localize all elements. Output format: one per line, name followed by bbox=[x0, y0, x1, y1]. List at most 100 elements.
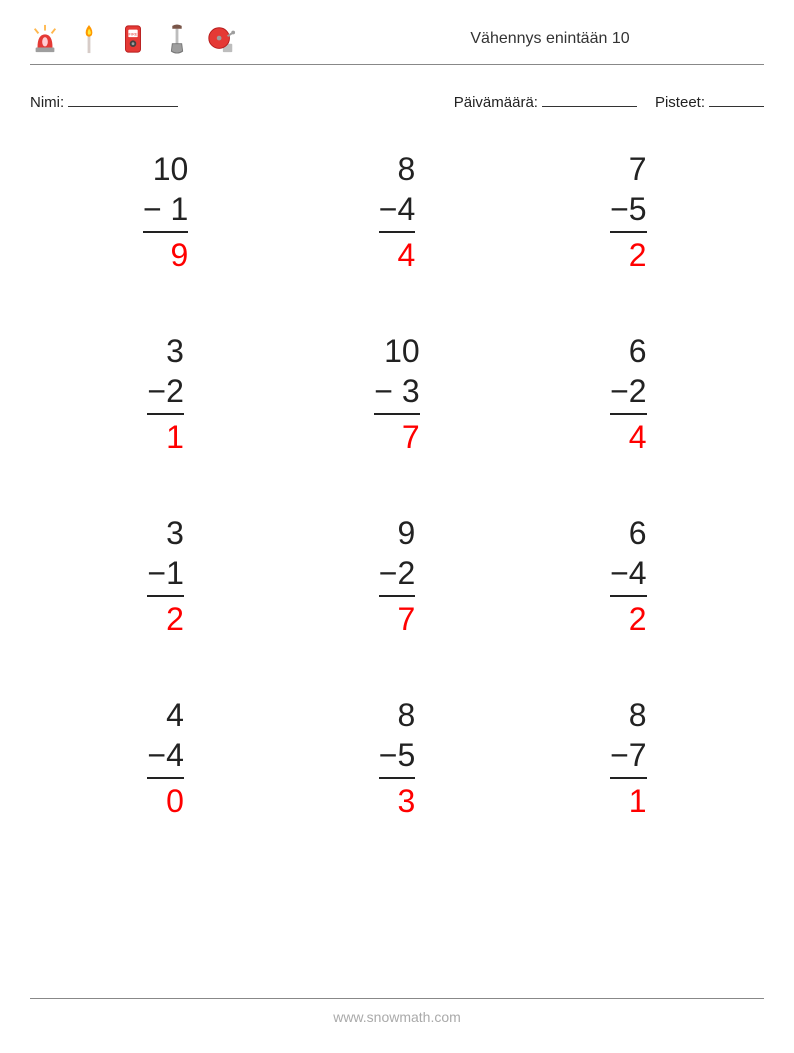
minuend: 6 bbox=[610, 331, 646, 371]
subtrahend-row: −2 bbox=[147, 371, 183, 415]
problem: 4−40 bbox=[70, 695, 261, 821]
problem: 7−52 bbox=[533, 149, 724, 275]
minuend: 8 bbox=[379, 695, 415, 735]
problem-stack: 4−40 bbox=[147, 695, 183, 821]
problem: 10− 19 bbox=[70, 149, 261, 275]
alarm-light-icon bbox=[30, 23, 60, 55]
problem-stack: 8−71 bbox=[610, 695, 646, 821]
fire-alarm-bell-icon bbox=[206, 23, 236, 55]
subtrahend-row: − 1 bbox=[143, 189, 188, 233]
problem: 9−27 bbox=[301, 513, 492, 639]
problem-stack: 10− 19 bbox=[143, 149, 188, 275]
answer: 3 bbox=[379, 779, 415, 821]
subtrahend: 4 bbox=[629, 553, 647, 593]
subtrahend-row: −2 bbox=[379, 553, 415, 597]
subtrahend-row: −2 bbox=[610, 371, 646, 415]
header-rule bbox=[30, 64, 764, 65]
fire-phone-icon: FIRE bbox=[118, 23, 148, 55]
problem-stack: 9−27 bbox=[379, 513, 415, 639]
operator: − bbox=[610, 189, 629, 229]
name-blank[interactable] bbox=[68, 93, 178, 107]
problem-stack: 6−24 bbox=[610, 331, 646, 457]
subtrahend-row: −4 bbox=[147, 735, 183, 779]
subtrahend: 2 bbox=[629, 371, 647, 411]
subtrahend: 5 bbox=[629, 189, 647, 229]
problem-stack: 10− 37 bbox=[374, 331, 419, 457]
minuend: 7 bbox=[610, 149, 646, 189]
minuend: 6 bbox=[610, 513, 646, 553]
subtrahend-row: −5 bbox=[610, 189, 646, 233]
shovel-icon bbox=[162, 23, 192, 55]
answer: 7 bbox=[379, 597, 415, 639]
operator: − bbox=[379, 553, 398, 593]
date-blank[interactable] bbox=[542, 93, 637, 107]
problem-stack: 6−42 bbox=[610, 513, 646, 639]
pad bbox=[393, 373, 402, 409]
problem: 6−42 bbox=[533, 513, 724, 639]
minuend: 10 bbox=[374, 331, 419, 371]
minuend: 3 bbox=[147, 331, 183, 371]
problem: 10− 37 bbox=[301, 331, 492, 457]
answer: 4 bbox=[379, 233, 415, 275]
header-icons: FIRE bbox=[30, 23, 236, 55]
score-label: Pisteet: bbox=[655, 94, 705, 111]
pad bbox=[162, 191, 171, 227]
minuend: 8 bbox=[379, 149, 415, 189]
operator: − bbox=[379, 735, 398, 775]
subtrahend-row: −1 bbox=[147, 553, 183, 597]
operator: − bbox=[374, 371, 393, 411]
footer-text: www.snowmath.com bbox=[333, 1009, 461, 1025]
minuend: 9 bbox=[379, 513, 415, 553]
problem: 6−24 bbox=[533, 331, 724, 457]
footer-rule bbox=[30, 998, 764, 999]
header: FIRE bbox=[30, 18, 764, 60]
problem: 8−44 bbox=[301, 149, 492, 275]
match-icon bbox=[74, 23, 104, 55]
operator: − bbox=[143, 189, 162, 229]
subtrahend: 2 bbox=[397, 553, 415, 593]
subtrahend: 1 bbox=[166, 553, 184, 593]
svg-text:FIRE: FIRE bbox=[129, 31, 138, 36]
subtrahend-row: −5 bbox=[379, 735, 415, 779]
operator: − bbox=[147, 735, 166, 775]
subtrahend: 4 bbox=[166, 735, 184, 775]
problem-stack: 7−52 bbox=[610, 149, 646, 275]
minuend: 10 bbox=[143, 149, 188, 189]
subtrahend-row: −4 bbox=[610, 553, 646, 597]
answer: 7 bbox=[374, 415, 419, 457]
minuend: 8 bbox=[610, 695, 646, 735]
name-label: Nimi: bbox=[30, 94, 64, 111]
operator: − bbox=[147, 553, 166, 593]
problem: 3−12 bbox=[70, 513, 261, 639]
subtrahend-row: −7 bbox=[610, 735, 646, 779]
problem-stack: 8−53 bbox=[379, 695, 415, 821]
problem: 8−53 bbox=[301, 695, 492, 821]
answer: 1 bbox=[610, 779, 646, 821]
answer: 2 bbox=[147, 597, 183, 639]
minuend: 4 bbox=[147, 695, 183, 735]
problem: 3−21 bbox=[70, 331, 261, 457]
subtrahend: 5 bbox=[397, 735, 415, 775]
answer: 1 bbox=[147, 415, 183, 457]
score-blank[interactable] bbox=[709, 93, 764, 107]
minuend: 3 bbox=[147, 513, 183, 553]
operator: − bbox=[379, 189, 398, 229]
operator: − bbox=[610, 371, 629, 411]
subtrahend: 3 bbox=[402, 371, 420, 411]
worksheet-title: Vähennys enintään 10 bbox=[236, 30, 764, 48]
subtrahend-row: −4 bbox=[379, 189, 415, 233]
worksheet-page: FIRE bbox=[0, 0, 794, 1053]
subtrahend: 7 bbox=[629, 735, 647, 775]
problem-stack: 3−12 bbox=[147, 513, 183, 639]
problem-stack: 8−44 bbox=[379, 149, 415, 275]
footer: www.snowmath.com bbox=[0, 998, 794, 1025]
operator: − bbox=[610, 553, 629, 593]
subtrahend: 4 bbox=[397, 189, 415, 229]
subtrahend: 2 bbox=[166, 371, 184, 411]
problem-stack: 3−21 bbox=[147, 331, 183, 457]
operator: − bbox=[610, 735, 629, 775]
subtrahend-row: − 3 bbox=[374, 371, 419, 415]
date-label: Päivämäärä: bbox=[454, 94, 538, 111]
subtrahend: 1 bbox=[171, 189, 189, 229]
answer: 9 bbox=[143, 233, 188, 275]
